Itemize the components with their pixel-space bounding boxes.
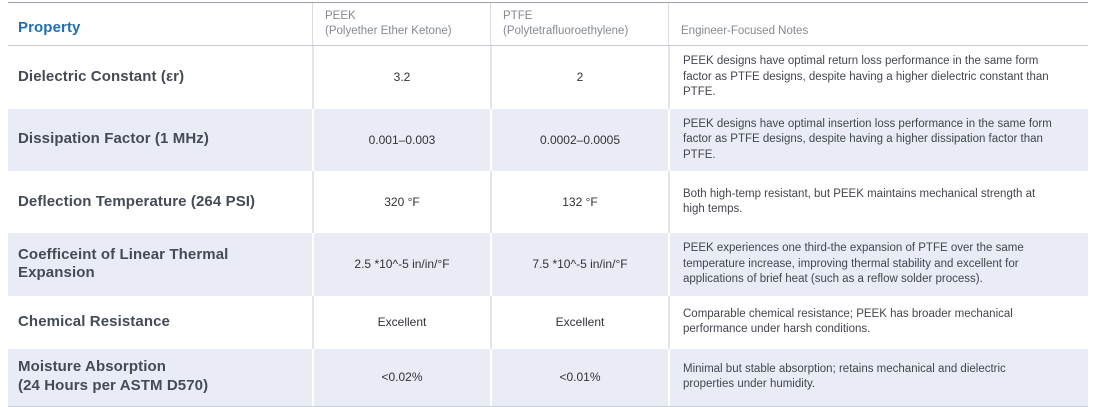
ptfe-column-label: PTFE <box>503 10 533 23</box>
column-header-peek: PEEK (Polyether Ether Ketone) <box>312 3 490 45</box>
property-name: Deflection Temperature (264 PSI) <box>18 192 256 210</box>
column-header-ptfe: PTFE (Polytetrafluoroethylene) <box>490 3 668 45</box>
engineer-notes: Both high-temp resistant, but PEEK maint… <box>668 171 1088 234</box>
peek-column-sublabel: (Polyether Ether Ketone) <box>325 24 452 37</box>
notes-column-label: Engineer-Focused Notes <box>681 24 809 37</box>
table-row: Chemical Resistance Excellent Excellent … <box>8 295 1088 349</box>
column-header-notes: Engineer-Focused Notes <box>668 3 1088 45</box>
table-row: Moisture Absorption (24 Hours per ASTM D… <box>8 348 1088 406</box>
ptfe-value: Excellent <box>490 295 668 349</box>
table-row: Dissipation Factor (1 MHz) 0.001–0.003 0… <box>8 108 1088 172</box>
peek-column-label: PEEK <box>325 10 356 23</box>
peek-value: 0.001–0.003 <box>312 108 490 172</box>
property-name: Chemical Resistance <box>18 312 170 330</box>
property-name: Moisture Absorption (24 Hours per ASTM D… <box>18 358 209 395</box>
engineer-notes: PEEK designs have optimal return loss pe… <box>668 46 1088 109</box>
engineer-notes: Minimal but stable absorption; retains m… <box>668 348 1088 406</box>
table-header-row: Property PEEK (Polyether Ether Ketone) P… <box>8 3 1088 46</box>
peek-value: Excellent <box>312 295 490 349</box>
peek-value: 320 °F <box>312 171 490 234</box>
engineer-notes: PEEK experiences one third-the expansion… <box>668 233 1088 296</box>
comparison-table: Property PEEK (Polyether Ether Ketone) P… <box>8 2 1088 407</box>
ptfe-column-sublabel: (Polytetrafluoroethylene) <box>503 24 629 37</box>
ptfe-value: 132 °F <box>490 171 668 234</box>
table-row: Dielectric Constant (εr) 3.2 2 PEEK desi… <box>8 46 1088 109</box>
property-name: Coefficeint of Linear Thermal Expansion <box>18 245 229 282</box>
ptfe-value: 7.5 *10^-5 in/in/°F <box>490 233 668 296</box>
ptfe-value: 0.0002–0.0005 <box>490 108 668 172</box>
column-header-property: Property <box>8 3 312 45</box>
table-row: Coefficeint of Linear Thermal Expansion … <box>8 233 1088 296</box>
table-row: Deflection Temperature (264 PSI) 320 °F … <box>8 171 1088 234</box>
property-name: Dissipation Factor (1 MHz) <box>18 130 209 148</box>
engineer-notes: Comparable chemical resistance; PEEK has… <box>668 295 1088 349</box>
property-column-label: Property <box>18 19 81 37</box>
ptfe-value: 2 <box>490 46 668 109</box>
property-name: Dielectric Constant (εr) <box>18 67 185 85</box>
peek-value: <0.02% <box>312 348 490 406</box>
ptfe-value: <0.01% <box>490 348 668 406</box>
peek-value: 2.5 *10^-5 in/in/°F <box>312 233 490 296</box>
peek-value: 3.2 <box>312 46 490 109</box>
engineer-notes: PEEK designs have optimal insertion loss… <box>668 108 1088 172</box>
